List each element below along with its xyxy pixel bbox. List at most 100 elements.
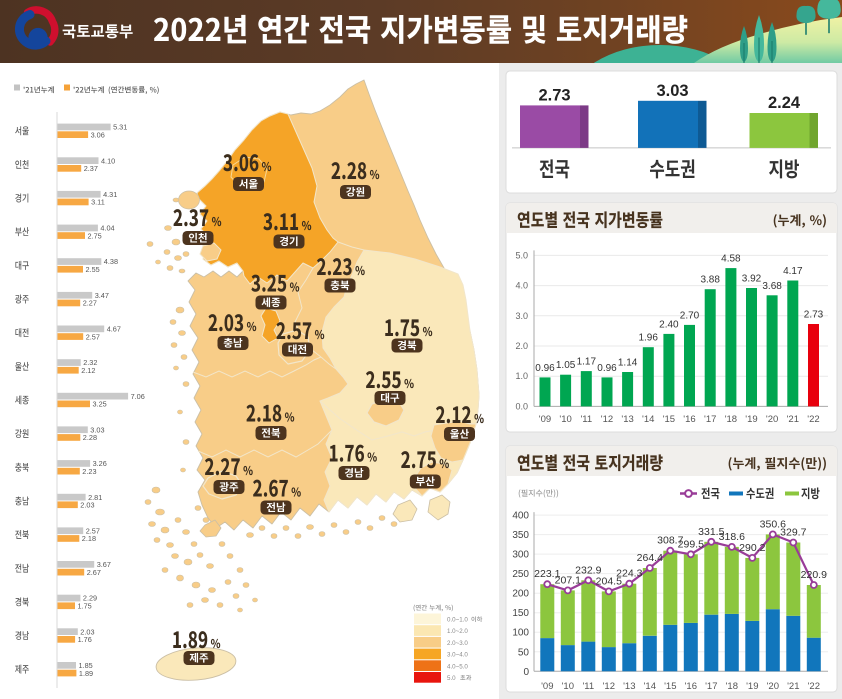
svg-text:2.29: 2.29 — [83, 594, 97, 603]
svg-text:'22: '22 — [808, 681, 820, 692]
svg-text:232.9: 232.9 — [575, 564, 601, 576]
svg-text:3.92: 3.92 — [742, 274, 762, 285]
svg-text:200: 200 — [512, 589, 529, 600]
svg-text:4.38: 4.38 — [104, 257, 118, 266]
svg-text:3.67: 3.67 — [97, 560, 111, 569]
svg-text:331.5: 331.5 — [698, 526, 724, 538]
svg-text:2.0~3.0: 2.0~3.0 — [447, 640, 468, 647]
svg-text:1.0~2.0: 1.0~2.0 — [447, 628, 468, 635]
svg-text:'10: '10 — [559, 414, 571, 425]
svg-text:2.24: 2.24 — [768, 94, 801, 112]
svg-text:4.10: 4.10 — [101, 156, 115, 165]
svg-text:4.04: 4.04 — [100, 224, 114, 233]
svg-text:2.18: 2.18 — [82, 534, 96, 543]
svg-text:1.89: 1.89 — [79, 669, 93, 678]
svg-text:0: 0 — [523, 667, 529, 678]
svg-text:3.47: 3.47 — [95, 291, 109, 300]
svg-text:'16: '16 — [683, 414, 695, 425]
svg-text:3.06: 3.06 — [91, 130, 105, 139]
svg-text:'22: '22 — [807, 414, 819, 425]
svg-text:3.25: 3.25 — [93, 400, 107, 409]
svg-text:'19: '19 — [745, 414, 757, 425]
svg-text:1.96: 1.96 — [638, 333, 658, 344]
svg-text:1.85: 1.85 — [79, 661, 93, 670]
svg-text:2.37: 2.37 — [84, 164, 98, 173]
svg-text:'17: '17 — [705, 681, 717, 692]
svg-text:7.06: 7.06 — [131, 392, 145, 401]
svg-text:3.03: 3.03 — [90, 425, 104, 434]
svg-text:2.32: 2.32 — [83, 358, 97, 367]
svg-text:318.6: 318.6 — [719, 531, 745, 543]
svg-text:2.67: 2.67 — [87, 568, 101, 577]
svg-text:2.03: 2.03 — [80, 627, 94, 636]
svg-text:207.1: 207.1 — [555, 574, 581, 586]
svg-text:4.0: 4.0 — [515, 281, 528, 291]
svg-text:3.26: 3.26 — [93, 459, 107, 468]
svg-text:1.05: 1.05 — [556, 360, 576, 371]
svg-text:'16: '16 — [685, 681, 697, 692]
svg-text:'19: '19 — [746, 681, 758, 692]
svg-text:299.5: 299.5 — [678, 538, 704, 550]
svg-text:5.0: 5.0 — [515, 250, 528, 260]
svg-text:2.27: 2.27 — [83, 299, 97, 308]
svg-text:'17: '17 — [704, 414, 716, 425]
svg-text:1.0: 1.0 — [515, 371, 528, 381]
svg-text:2.40: 2.40 — [659, 319, 679, 330]
svg-text:2.73: 2.73 — [538, 86, 570, 104]
svg-text:'11: '11 — [580, 414, 592, 425]
svg-text:350.6: 350.6 — [760, 518, 786, 530]
svg-text:4.17: 4.17 — [783, 266, 803, 277]
svg-text:'14: '14 — [644, 681, 656, 692]
svg-text:350: 350 — [512, 530, 529, 541]
svg-text:'12: '12 — [603, 681, 615, 692]
svg-text:4.67: 4.67 — [107, 325, 121, 334]
svg-text:300: 300 — [512, 550, 529, 561]
svg-text:3.03: 3.03 — [656, 82, 688, 100]
svg-text:2.55: 2.55 — [86, 265, 100, 274]
svg-text:2.70: 2.70 — [680, 310, 700, 321]
svg-text:3.88: 3.88 — [700, 275, 720, 286]
svg-text:2.0: 2.0 — [515, 341, 528, 351]
svg-text:224.3: 224.3 — [616, 568, 642, 580]
svg-text:3.0~4.0: 3.0~4.0 — [447, 652, 468, 659]
svg-text:5.31: 5.31 — [113, 123, 127, 132]
svg-text:3.68: 3.68 — [762, 281, 782, 292]
svg-text:'21: '21 — [787, 414, 799, 425]
svg-text:'21: '21 — [787, 681, 799, 692]
svg-text:204.5: 204.5 — [596, 575, 622, 587]
svg-text:4.31: 4.31 — [103, 190, 117, 199]
svg-text:'14: '14 — [642, 414, 654, 425]
svg-text:2.28: 2.28 — [83, 433, 97, 442]
svg-text:0.96: 0.96 — [597, 363, 617, 374]
svg-text:2.75: 2.75 — [88, 231, 102, 240]
svg-text:2.23: 2.23 — [82, 467, 96, 476]
svg-text:4.58: 4.58 — [721, 254, 741, 265]
svg-text:3.11: 3.11 — [91, 198, 105, 207]
svg-text:'13: '13 — [623, 681, 635, 692]
svg-text:'18: '18 — [726, 681, 738, 692]
svg-text:3.0: 3.0 — [515, 311, 528, 321]
svg-text:'10: '10 — [562, 681, 574, 692]
svg-text:0.0: 0.0 — [515, 401, 528, 411]
svg-text:'11: '11 — [582, 681, 594, 692]
svg-text:2.57: 2.57 — [86, 526, 100, 535]
svg-text:2.73: 2.73 — [804, 310, 824, 321]
svg-text:264.4: 264.4 — [637, 552, 663, 564]
svg-text:2.12: 2.12 — [81, 366, 95, 375]
svg-text:5.0: 5.0 — [447, 675, 456, 682]
svg-text:'15: '15 — [664, 681, 676, 692]
svg-text:'13: '13 — [621, 414, 633, 425]
svg-text:1.14: 1.14 — [618, 358, 638, 369]
svg-text:220.9: 220.9 — [801, 569, 827, 581]
svg-text:150: 150 — [512, 608, 529, 619]
svg-text:'15: '15 — [663, 414, 675, 425]
svg-text:0.96: 0.96 — [535, 363, 555, 374]
svg-text:2.03: 2.03 — [80, 501, 94, 510]
svg-text:2.57: 2.57 — [86, 332, 100, 341]
svg-text:'12: '12 — [601, 414, 613, 425]
svg-text:'20: '20 — [767, 681, 779, 692]
svg-text:'20: '20 — [766, 414, 778, 425]
svg-text:'18: '18 — [725, 414, 737, 425]
svg-text:290.2: 290.2 — [739, 542, 765, 554]
svg-text:0.0~1.0: 0.0~1.0 — [447, 617, 468, 624]
